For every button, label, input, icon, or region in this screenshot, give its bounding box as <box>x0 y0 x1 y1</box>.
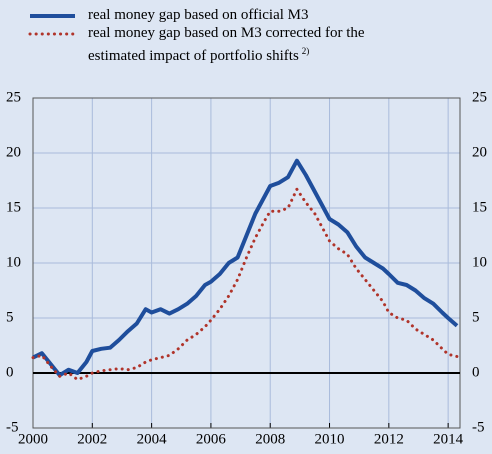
legend-entry: real money gap based on official M3 <box>88 6 388 24</box>
x-tick-label: 2010 <box>315 431 345 447</box>
y-tick-label: 10 <box>6 254 21 270</box>
x-tick-label: 2014 <box>433 431 464 447</box>
y-tick-label: -5 <box>6 419 19 435</box>
legend-label: real money gap based on M3 corrected for… <box>88 25 365 64</box>
y2-tick-label: 20 <box>472 144 487 160</box>
x-tick-label: 2004 <box>137 431 168 447</box>
series-line <box>32 158 459 378</box>
legend-note: 2) <box>301 46 310 56</box>
x-tick-label: 2006 <box>196 431 227 447</box>
y-tick-label: 5 <box>6 309 14 325</box>
y-tick-label: 20 <box>6 144 21 160</box>
y-tick-label: 25 <box>6 89 21 105</box>
y2-tick-label: 10 <box>472 254 487 270</box>
y-tick-label: 0 <box>6 364 14 380</box>
series-line <box>31 187 459 382</box>
y2-tick-label: -5 <box>472 419 485 435</box>
legend-entry: real money gap based on M3 corrected for… <box>88 24 368 65</box>
x-tick-label: 2008 <box>255 431 285 447</box>
legend-label: real money gap based on official M3 <box>88 7 309 23</box>
x-tick-label: 2012 <box>374 431 404 447</box>
y2-tick-label: 5 <box>472 309 480 325</box>
y2-tick-label: 0 <box>472 364 480 380</box>
plot-frame <box>32 97 461 429</box>
y-tick-label: 15 <box>6 199 21 215</box>
y2-tick-label: 25 <box>472 89 487 105</box>
x-tick-label: 2002 <box>77 431 107 447</box>
y2-tick-label: 15 <box>472 199 487 215</box>
x-tick-label: 2000 <box>18 431 48 447</box>
